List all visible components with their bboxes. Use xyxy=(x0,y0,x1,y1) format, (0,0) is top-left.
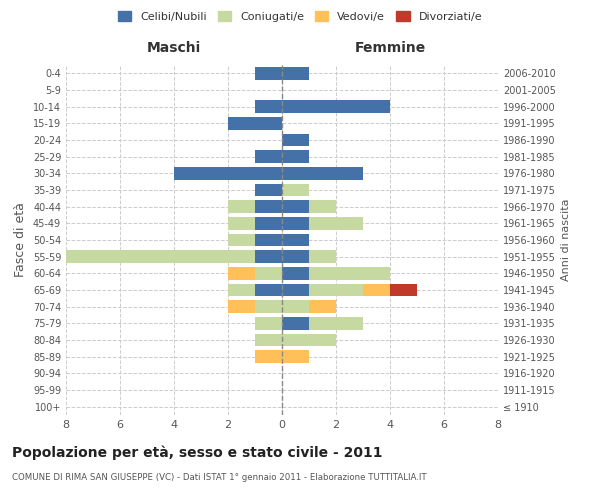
Bar xyxy=(282,167,363,179)
Bar xyxy=(282,200,309,213)
Bar xyxy=(255,250,282,263)
Text: Femmine: Femmine xyxy=(355,41,425,55)
Bar xyxy=(309,284,363,296)
Bar xyxy=(309,267,390,280)
Bar xyxy=(309,200,336,213)
Y-axis label: Anni di nascita: Anni di nascita xyxy=(561,198,571,281)
Bar xyxy=(282,134,309,146)
Bar xyxy=(255,350,282,363)
Bar xyxy=(282,334,336,346)
Bar xyxy=(282,150,309,163)
Bar xyxy=(309,300,336,313)
Bar xyxy=(282,234,309,246)
Bar xyxy=(255,184,282,196)
Bar xyxy=(255,334,282,346)
Bar xyxy=(255,267,282,280)
Text: COMUNE DI RIMA SAN GIUSEPPE (VC) - Dati ISTAT 1° gennaio 2011 - Elaborazione TUT: COMUNE DI RIMA SAN GIUSEPPE (VC) - Dati … xyxy=(12,472,427,482)
Bar xyxy=(255,150,282,163)
Bar xyxy=(255,317,282,330)
Bar xyxy=(363,284,390,296)
Bar xyxy=(282,184,309,196)
Bar xyxy=(174,167,282,179)
Bar xyxy=(390,284,417,296)
Bar xyxy=(255,100,282,113)
Bar xyxy=(228,284,255,296)
Bar xyxy=(66,250,255,263)
Legend: Celibi/Nubili, Coniugati/e, Vedovi/e, Divorziati/e: Celibi/Nubili, Coniugati/e, Vedovi/e, Di… xyxy=(115,8,485,25)
Y-axis label: Fasce di età: Fasce di età xyxy=(14,202,27,278)
Bar xyxy=(282,317,309,330)
Bar xyxy=(228,234,255,246)
Bar xyxy=(255,67,282,80)
Bar xyxy=(255,200,282,213)
Text: Popolazione per età, sesso e stato civile - 2011: Popolazione per età, sesso e stato civil… xyxy=(12,445,383,460)
Bar xyxy=(228,300,255,313)
Bar xyxy=(282,267,309,280)
Text: Maschi: Maschi xyxy=(147,41,201,55)
Bar xyxy=(309,317,363,330)
Bar xyxy=(228,117,282,130)
Bar xyxy=(282,284,309,296)
Bar xyxy=(282,67,309,80)
Bar xyxy=(282,100,390,113)
Bar xyxy=(282,350,309,363)
Bar xyxy=(309,217,363,230)
Bar xyxy=(282,300,309,313)
Bar xyxy=(309,250,336,263)
Bar xyxy=(228,217,255,230)
Bar xyxy=(255,234,282,246)
Bar xyxy=(255,300,282,313)
Bar xyxy=(228,267,255,280)
Bar xyxy=(255,217,282,230)
Bar xyxy=(282,250,309,263)
Bar xyxy=(282,217,309,230)
Bar xyxy=(228,200,255,213)
Bar xyxy=(255,284,282,296)
